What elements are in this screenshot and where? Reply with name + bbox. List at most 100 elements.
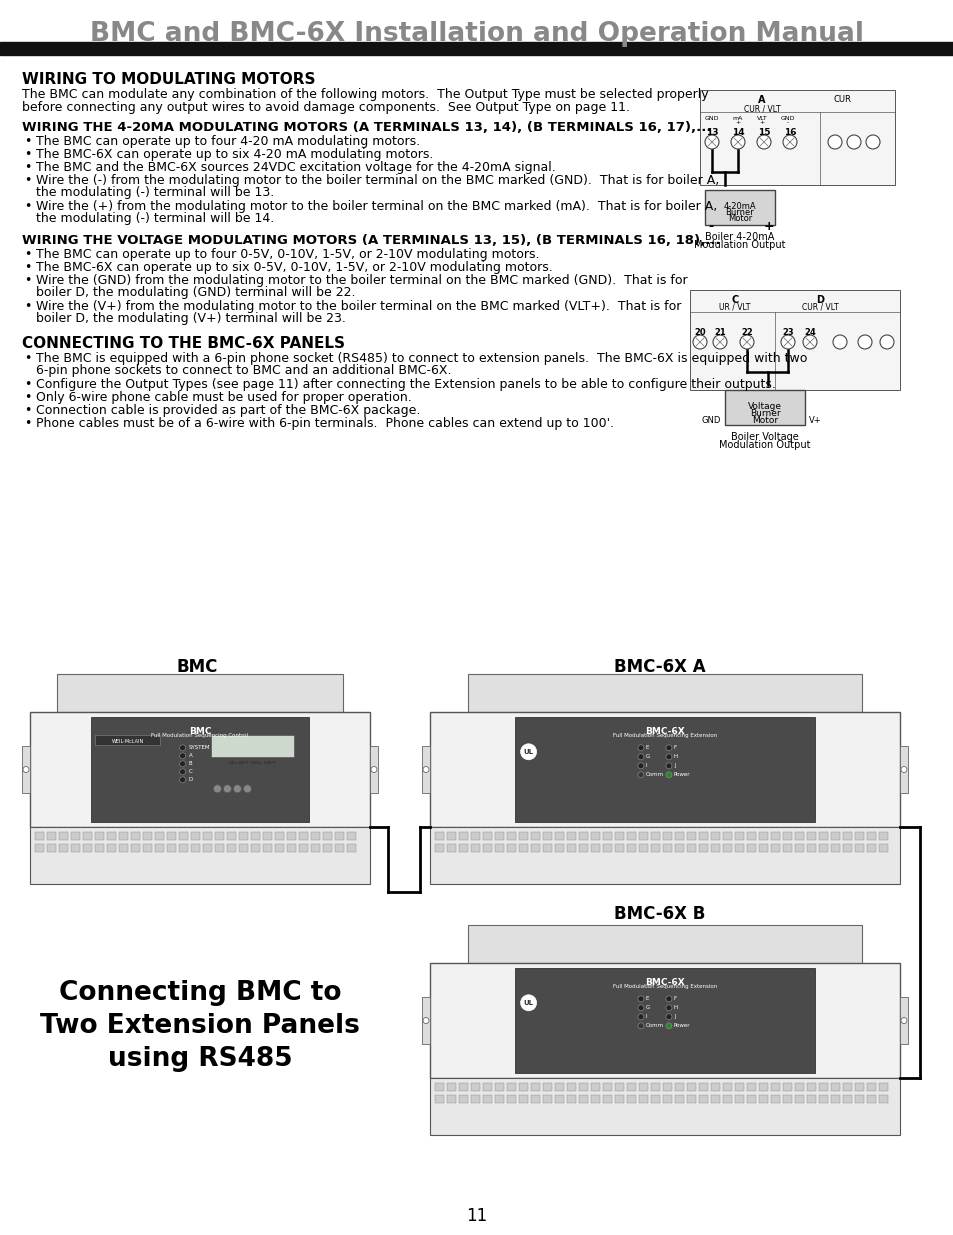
Bar [458, 832, 468, 840]
Text: Wire the (+) from the modulating motor to the boiler terminal on the BMC marked : Wire the (+) from the modulating motor t… [36, 200, 717, 212]
Bar [878, 1083, 887, 1092]
Bar [590, 1083, 599, 1092]
Text: I: I [645, 763, 647, 768]
Bar [794, 845, 803, 852]
Bar [686, 1095, 696, 1103]
Bar [542, 832, 552, 840]
Circle shape [846, 135, 861, 149]
Text: •: • [24, 391, 31, 404]
Bar [686, 832, 696, 840]
Text: E: E [645, 745, 649, 751]
Circle shape [638, 1023, 643, 1029]
Bar [91, 716, 309, 823]
Bar [626, 1083, 636, 1092]
Text: Wire the (V+) from the modulating motor to the boiler terminal on the BMC marked: Wire the (V+) from the modulating motor … [36, 300, 680, 312]
Bar [57, 674, 342, 711]
Bar [495, 1095, 503, 1103]
Text: boiler D, the modulating (GND) terminal will be 22.: boiler D, the modulating (GND) terminal … [36, 287, 355, 299]
Bar [227, 845, 235, 852]
Text: Burner: Burner [725, 207, 754, 217]
Text: •: • [24, 417, 31, 430]
Text: 15: 15 [757, 128, 769, 137]
Circle shape [692, 335, 706, 350]
Bar [435, 1095, 443, 1103]
Bar [590, 845, 599, 852]
Bar [458, 1095, 468, 1103]
Bar [59, 832, 68, 840]
Circle shape [520, 995, 536, 1010]
Bar [830, 832, 840, 840]
Circle shape [638, 995, 643, 1002]
Bar [143, 832, 152, 840]
Bar [806, 832, 815, 840]
Bar [878, 845, 887, 852]
Bar [274, 832, 284, 840]
Bar [734, 845, 743, 852]
Text: G: G [645, 1005, 650, 1010]
Bar [626, 832, 636, 840]
Text: Connecting BMC to
Two Extension Panels
using RS485: Connecting BMC to Two Extension Panels u… [40, 981, 359, 1072]
Text: 23: 23 [781, 329, 793, 337]
Text: SYSTEM: SYSTEM [189, 745, 210, 751]
Bar [699, 832, 707, 840]
Bar [794, 832, 803, 840]
Bar [615, 845, 623, 852]
Circle shape [638, 1014, 643, 1020]
Bar [724, 390, 804, 425]
Text: BMC: BMC [189, 727, 211, 736]
Bar [421, 746, 430, 793]
Bar [518, 845, 527, 852]
Text: The BMC and the BMC-6X sources 24VDC excitation voltage for the 4-20mA signal.: The BMC and the BMC-6X sources 24VDC exc… [36, 161, 556, 174]
Bar [287, 845, 295, 852]
Circle shape [665, 1005, 671, 1010]
Bar [131, 845, 140, 852]
Bar [794, 1083, 803, 1092]
Bar [602, 845, 612, 852]
Bar [710, 1083, 720, 1092]
Text: J: J [673, 763, 675, 768]
Bar [203, 832, 212, 840]
Bar [506, 832, 516, 840]
Text: GND: GND [780, 116, 795, 121]
Text: E: E [645, 997, 649, 1002]
Bar [131, 832, 140, 840]
Bar [650, 832, 659, 840]
Text: UL: UL [523, 748, 533, 755]
Text: H: H [673, 755, 678, 760]
Bar [335, 832, 344, 840]
Text: The BMC-6X can operate up to six 0-5V, 0-10V, 1-5V, or 2-10V modulating motors.: The BMC-6X can operate up to six 0-5V, 0… [36, 261, 552, 274]
Text: Only 6-wire phone cable must be used for proper operation.: Only 6-wire phone cable must be used for… [36, 391, 412, 404]
Bar [514, 968, 815, 1073]
Bar [430, 827, 899, 884]
Bar [263, 832, 272, 840]
Bar [734, 1083, 743, 1092]
Text: D: D [189, 777, 193, 782]
Bar [482, 1095, 492, 1103]
Bar [650, 845, 659, 852]
Bar [119, 832, 128, 840]
Bar [830, 1095, 840, 1103]
Bar [518, 832, 527, 840]
Bar [370, 746, 377, 793]
Text: Voltage: Voltage [747, 403, 781, 411]
Bar [95, 735, 160, 745]
Bar [662, 1095, 671, 1103]
Circle shape [865, 135, 879, 149]
Bar [531, 845, 539, 852]
Bar [471, 1083, 479, 1092]
Bar [514, 716, 815, 823]
Text: 6-pin phone sockets to connect to BMC and an additional BMC-6X.: 6-pin phone sockets to connect to BMC an… [36, 364, 451, 377]
Circle shape [712, 335, 726, 350]
Bar [71, 845, 80, 852]
Bar [22, 746, 30, 793]
Bar [650, 1095, 659, 1103]
Text: F: F [673, 745, 677, 751]
Text: 11: 11 [466, 1207, 487, 1225]
Bar [482, 1083, 492, 1092]
Bar [699, 1083, 707, 1092]
Bar [689, 290, 899, 390]
Text: the modulating (-) terminal will be 13.: the modulating (-) terminal will be 13. [36, 186, 274, 199]
Bar [263, 845, 272, 852]
Text: BMC and BMC-6X Installation and Operation Manual: BMC and BMC-6X Installation and Operatio… [90, 21, 863, 47]
Bar [566, 832, 576, 840]
